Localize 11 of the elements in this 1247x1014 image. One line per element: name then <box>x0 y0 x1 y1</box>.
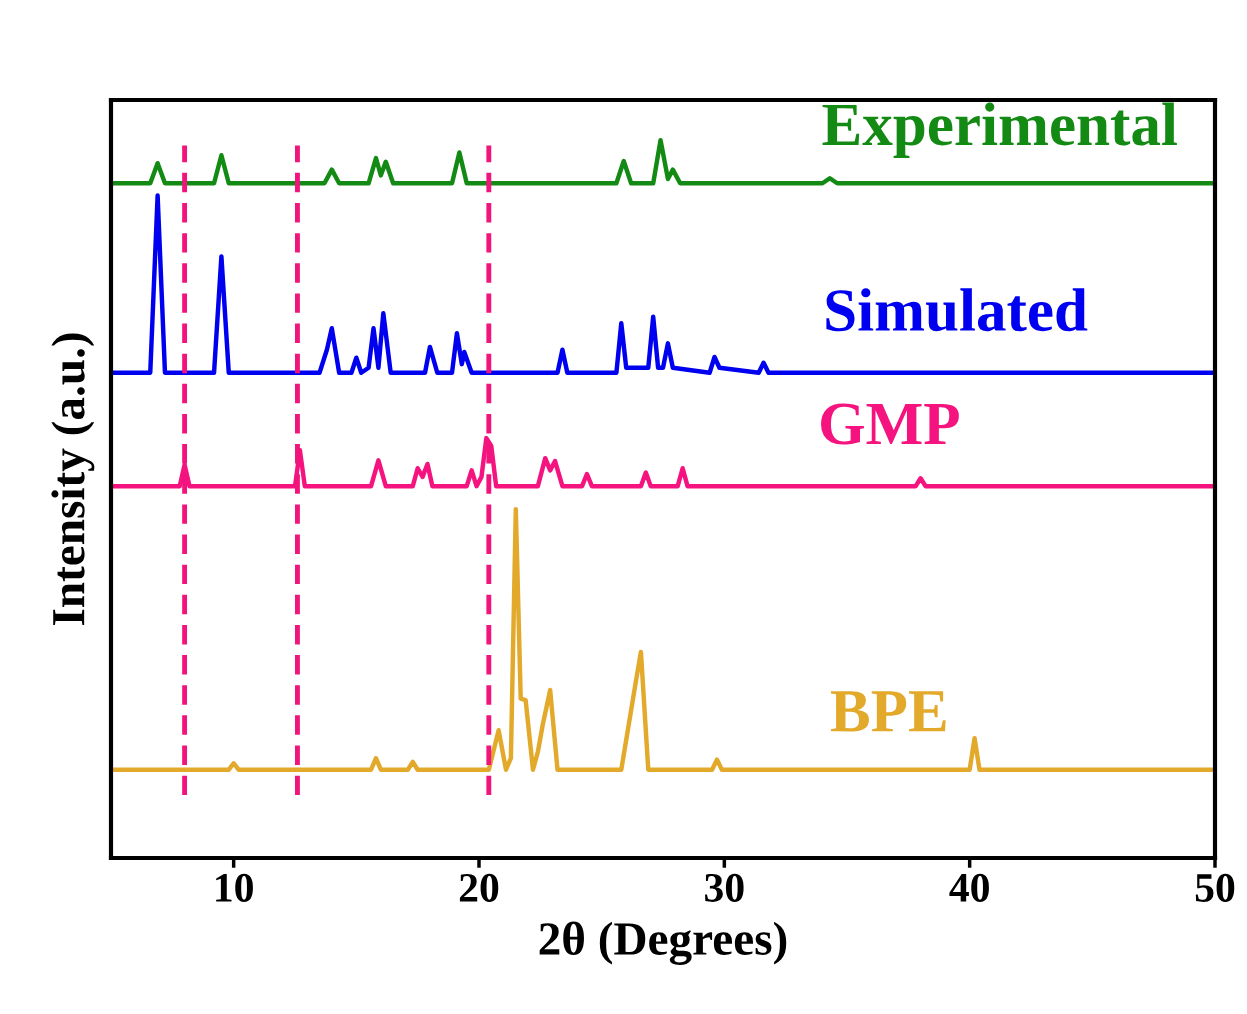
x-tick-label: 20 <box>459 873 499 902</box>
x-tick-label: 50 <box>1195 873 1235 902</box>
y-axis-title: Intensity (a.u.) <box>51 333 95 625</box>
x-tick-label: 40 <box>949 873 989 902</box>
series-label: BPE <box>830 691 946 732</box>
x-tick-label: 30 <box>705 873 744 902</box>
series-label: Simulated <box>826 288 1088 332</box>
x-tick-label: 10 <box>216 873 253 902</box>
x-axis-title: 2θ (Degrees) <box>539 921 787 965</box>
series-label: GMP <box>821 403 959 445</box>
series-label: Experimental <box>822 102 1177 158</box>
